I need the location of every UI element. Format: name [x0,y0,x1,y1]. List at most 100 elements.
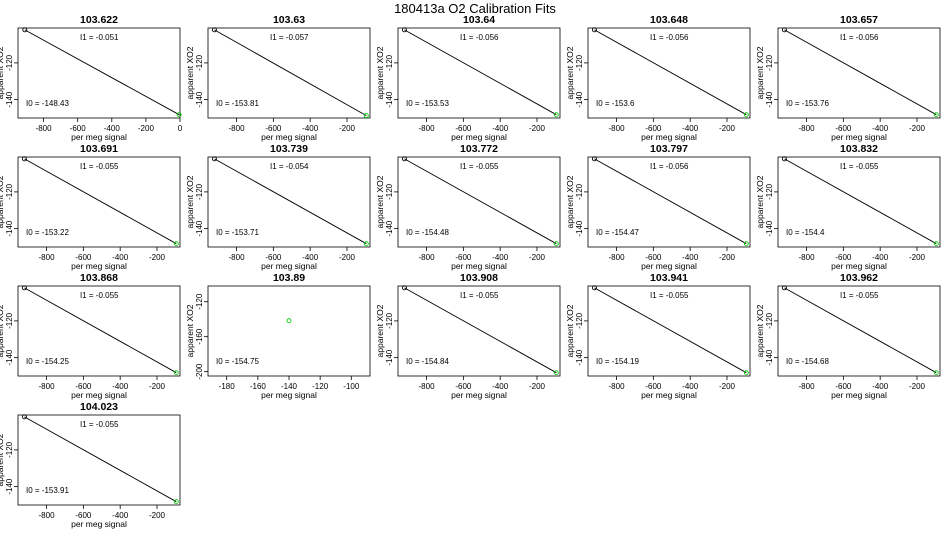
x-tick-label: -800 [39,511,56,520]
intercept-annotation: I0 = -153.71 [216,228,259,237]
x-tick-label: -200 [719,382,736,391]
x-axis-label: per meg signal [71,261,127,271]
plot-frame [777,156,941,248]
x-axis-label: per meg signal [641,390,697,400]
fit-line [404,287,557,374]
data-point [401,285,407,291]
intercept-annotation: I0 = -154.25 [26,357,69,366]
x-tick-label: -800 [229,253,246,262]
fit-line [594,287,747,374]
plot-frame [207,156,371,248]
y-tick-label: -120 [5,441,14,458]
intercept-annotation: I0 = -154.84 [406,357,449,366]
panel-title: 103.657 [840,14,878,26]
plot-frame [17,285,181,377]
panel: 103.64 -800 -600 -400 -200 -140 -120 per meg si… [375,14,561,142]
x-tick-label: -400 [872,382,889,391]
x-tick-label: -400 [112,382,129,391]
y-tick-label: -140 [765,91,774,108]
panel: 103.648 -800 -600 -400 -200 -140 -120 per meg s… [565,14,751,142]
x-tick-label: -400 [104,124,121,133]
panel: 103.772 -800 -600 -400 -200 -140 -120 per meg s… [375,143,561,271]
panel-title: 103.648 [650,14,688,26]
panel-title: 103.622 [80,14,118,26]
y-axis-label: apparent XO2 [185,304,195,357]
data-point [781,156,787,162]
x-tick-label: -400 [872,124,889,133]
fit-line [404,158,557,245]
y-tick-label: -120 [385,54,394,71]
plot-frame [17,156,181,248]
x-tick-label: -600 [645,253,662,262]
intercept-annotation: I0 = -153.22 [26,228,69,237]
x-tick-label: -400 [492,124,509,133]
x-axis-label: per meg signal [641,132,697,142]
slope-annotation: I1 = -0.055 [80,420,119,429]
y-axis-label: apparent XO2 [0,433,5,486]
data-point [21,285,27,291]
x-tick-label: -400 [682,253,699,262]
plot-frame [17,414,181,506]
x-tick-label: -200 [339,253,356,262]
intercept-annotation: I0 = -154.4 [786,228,825,237]
data-point [363,241,369,247]
data-point [173,499,179,505]
y-tick-label: -120 [575,312,584,329]
data-point [21,156,27,162]
y-tick-label: -120 [195,183,204,200]
x-tick-label: -400 [302,124,319,133]
x-tick-label: -800 [36,124,53,133]
y-axis-label: apparent XO2 [185,175,195,228]
y-tick-label: -140 [5,91,14,108]
x-tick-label: -200 [529,382,546,391]
y-tick-label: -140 [5,220,14,237]
plot-frame [777,285,941,377]
plot-frame [777,27,941,119]
x-axis-label: per meg signal [641,261,697,271]
y-tick-label: -140 [575,349,584,366]
x-axis-label: per meg signal [71,390,127,400]
data-point [743,370,749,376]
x-tick-label: -600 [645,124,662,133]
data-point [401,27,407,33]
x-tick-label: -200 [149,382,166,391]
y-axis-label: apparent XO2 [185,46,195,99]
x-tick-label: -800 [609,124,626,133]
data-point [781,285,787,291]
panel: 103.908 -800 -600 -400 -200 -140 -120 per meg s… [375,272,561,400]
y-tick-label: -120 [385,183,394,200]
slope-annotation: I1 = -0.056 [460,33,499,42]
fit-line [214,158,367,245]
panel: 103.832 -800 -600 -400 -200 -140 -120 per meg s… [755,143,941,271]
panel: 103.739 -800 -600 -400 -200 -140 -120 per meg s… [185,143,371,271]
x-tick-label: -400 [302,253,319,262]
fit-line [404,29,557,116]
x-tick-label: -400 [492,253,509,262]
y-tick-label: -120 [5,183,14,200]
x-tick-label: -800 [609,382,626,391]
panel-title: 103.63 [273,14,305,26]
x-tick-label: -200 [529,124,546,133]
x-tick-label: -200 [719,253,736,262]
data-point [743,112,749,118]
x-tick-label: -600 [835,382,852,391]
x-tick-label: -120 [312,382,329,391]
y-tick-label: -120 [385,312,394,329]
y-tick-label: -140 [575,220,584,237]
x-tick-label: -600 [75,382,92,391]
intercept-annotation: I0 = -148.43 [26,99,69,108]
panel: 103.622 -800 -600 -400 -200 0 -140 -120 per meg … [0,14,183,142]
x-tick-label: -200 [149,253,166,262]
y-tick-label: -140 [385,349,394,366]
x-tick-label: -200 [529,253,546,262]
x-tick-label: -400 [872,253,889,262]
intercept-annotation: I0 = -153.91 [26,486,69,495]
y-tick-label: -140 [5,478,14,495]
panel-title: 103.89 [273,272,305,284]
fit-line [24,287,177,374]
panel: 103.89-180 -160 -140 -120 -100-200-160-120pe… [185,272,371,400]
y-tick-label: -140 [195,91,204,108]
x-axis-label: per meg signal [261,132,317,142]
slope-annotation: I1 = -0.054 [270,162,309,171]
panel-title: 103.772 [460,143,498,155]
